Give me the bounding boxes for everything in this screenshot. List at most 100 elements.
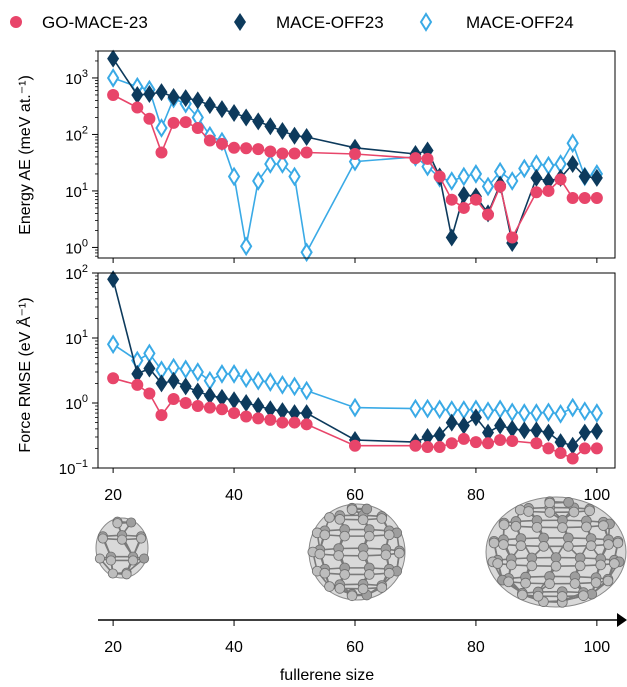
size-axis: 20 40 60 80 100 bbox=[98, 613, 627, 656]
data-point bbox=[191, 382, 204, 401]
atom bbox=[595, 559, 606, 571]
data-point bbox=[191, 91, 204, 110]
atom bbox=[544, 507, 556, 518]
data-point bbox=[469, 164, 483, 184]
data-point bbox=[288, 166, 301, 187]
data-point bbox=[554, 404, 567, 424]
atom bbox=[568, 506, 580, 518]
data-point bbox=[348, 148, 361, 161]
data-point bbox=[421, 152, 434, 165]
atom bbox=[319, 529, 331, 541]
data-point bbox=[457, 185, 470, 204]
data-point bbox=[409, 439, 422, 452]
atom bbox=[383, 567, 395, 579]
data-point bbox=[264, 413, 277, 426]
data-point bbox=[457, 416, 470, 435]
data-point bbox=[506, 419, 519, 438]
data-point bbox=[433, 426, 446, 445]
x-tick-label: 100 bbox=[584, 487, 611, 504]
data-point bbox=[264, 400, 277, 419]
data-point bbox=[530, 421, 543, 440]
atom bbox=[314, 548, 326, 560]
atom bbox=[584, 505, 595, 517]
data-point bbox=[203, 386, 216, 405]
force-panel: 10−1 100 101 102 Force RMSE (eV Å⁻¹) 20 40 60 80… bbox=[15, 263, 616, 504]
atom bbox=[346, 504, 358, 515]
data-point bbox=[590, 191, 603, 204]
atom bbox=[136, 533, 147, 544]
atom bbox=[515, 540, 527, 552]
atom bbox=[128, 555, 139, 566]
data-point bbox=[288, 126, 301, 145]
atom bbox=[376, 513, 388, 524]
data-point bbox=[518, 158, 531, 179]
data-point bbox=[300, 404, 313, 423]
atom bbox=[517, 589, 528, 601]
data-point bbox=[542, 171, 555, 190]
legend-label-0: GO-MACE-23 bbox=[42, 13, 148, 32]
data-point bbox=[590, 168, 603, 187]
data-point bbox=[155, 146, 168, 159]
data-point bbox=[228, 391, 241, 410]
atom bbox=[492, 558, 503, 569]
atom bbox=[121, 569, 132, 580]
data-point bbox=[228, 407, 241, 420]
data-point bbox=[300, 146, 313, 159]
data-point bbox=[131, 364, 144, 383]
data-point bbox=[530, 403, 543, 423]
atom bbox=[357, 583, 369, 595]
data-point bbox=[143, 112, 156, 125]
atom bbox=[544, 497, 556, 509]
data-point bbox=[252, 370, 265, 391]
data-point bbox=[554, 433, 567, 452]
x-tick-label: 40 bbox=[225, 487, 243, 504]
y-tick-label: 103 bbox=[65, 68, 88, 88]
size-tick-label: 40 bbox=[225, 639, 243, 656]
data-point bbox=[469, 408, 482, 427]
data-point bbox=[240, 394, 253, 412]
x-axis-label: fullerene size bbox=[280, 667, 374, 684]
data-point bbox=[554, 447, 567, 460]
atom bbox=[574, 560, 586, 572]
data-point bbox=[167, 116, 180, 129]
data-point bbox=[252, 171, 265, 191]
data-point bbox=[445, 437, 458, 450]
atom bbox=[581, 521, 592, 533]
data-point bbox=[457, 166, 471, 187]
data-point bbox=[215, 100, 228, 119]
energy-panel: 100 101 102 103 Energy AE (meV at.⁻¹) bbox=[17, 49, 616, 263]
atom bbox=[503, 576, 514, 588]
data-point bbox=[469, 436, 482, 449]
data-point bbox=[264, 372, 277, 392]
plot-frame bbox=[97, 50, 616, 259]
data-point bbox=[131, 101, 144, 114]
atom bbox=[603, 539, 614, 550]
atom bbox=[112, 518, 123, 529]
atom bbox=[346, 590, 358, 602]
data-point bbox=[506, 231, 519, 244]
data-point bbox=[445, 171, 458, 191]
atom bbox=[585, 540, 597, 552]
data-point bbox=[590, 442, 603, 455]
atom bbox=[380, 549, 392, 561]
data-point bbox=[179, 359, 192, 380]
legend-label-1: MACE-OFF23 bbox=[276, 13, 384, 32]
data-point bbox=[421, 427, 434, 446]
y-axis-label: Force RMSE (eV Å⁻¹) bbox=[15, 297, 34, 452]
data-point bbox=[566, 133, 579, 154]
data-point bbox=[252, 396, 265, 415]
data-point bbox=[106, 334, 120, 355]
data-point bbox=[578, 423, 591, 442]
atom bbox=[324, 512, 335, 523]
atom bbox=[557, 522, 568, 533]
atom bbox=[94, 553, 105, 564]
atom bbox=[612, 537, 624, 549]
data-point bbox=[530, 168, 543, 187]
data-point bbox=[530, 186, 543, 199]
atom bbox=[376, 582, 388, 593]
y-tick-label: 100 bbox=[65, 393, 88, 413]
data-point bbox=[203, 134, 216, 147]
legend-marker-2 bbox=[419, 12, 433, 32]
data-point bbox=[482, 423, 495, 442]
data-point bbox=[264, 145, 277, 158]
